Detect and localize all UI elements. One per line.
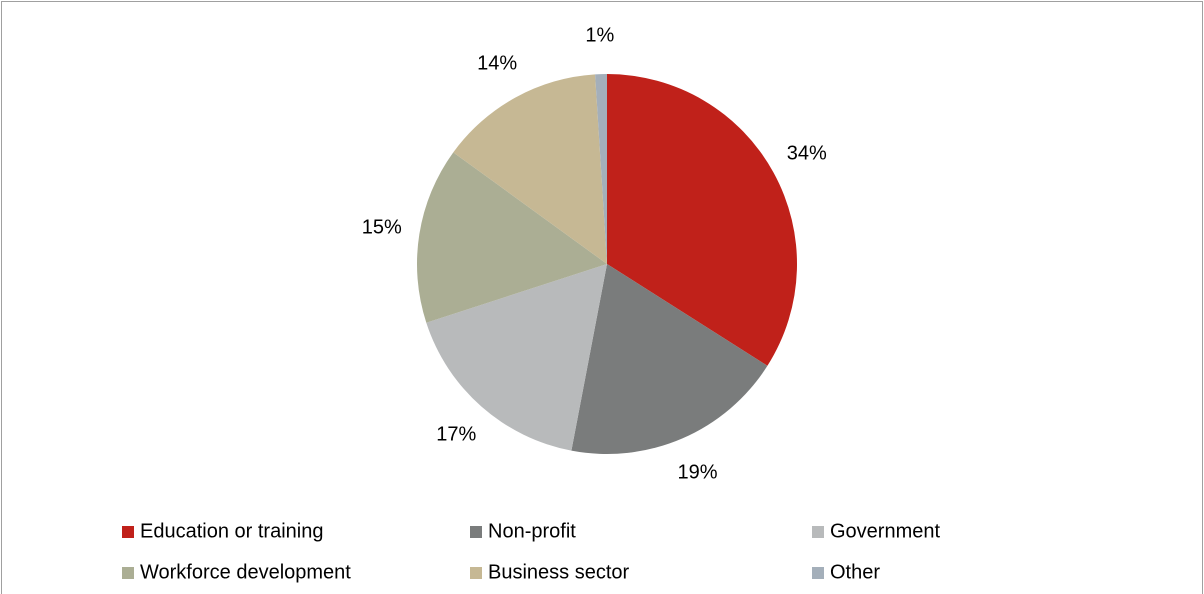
- legend-label: Government: [830, 520, 940, 542]
- data-label: 15%: [362, 217, 402, 239]
- data-label: 19%: [678, 462, 718, 484]
- legend-swatch: [470, 567, 482, 579]
- legend-swatch: [470, 526, 482, 538]
- pie-slice: [607, 74, 797, 366]
- legend-label: Education or training: [140, 520, 323, 542]
- data-label: 34%: [787, 142, 827, 164]
- legend-swatch: [122, 526, 134, 538]
- legend-label: Workforce development: [140, 561, 351, 583]
- pie-slice: [417, 152, 607, 323]
- legend-label: Non-profit: [488, 520, 576, 542]
- pie-slice: [571, 264, 768, 455]
- pie-slice: [426, 264, 607, 451]
- legend-swatch: [812, 526, 824, 538]
- legend-swatch: [812, 567, 824, 579]
- pie-slice: [453, 74, 607, 264]
- legend-label: Business sector: [488, 561, 630, 583]
- pie-slice: [595, 74, 607, 264]
- data-label: 1%: [585, 24, 614, 46]
- data-label: 17%: [436, 423, 476, 445]
- legend-label: Other: [830, 561, 880, 583]
- data-label: 14%: [477, 52, 517, 74]
- legend-swatch: [122, 567, 134, 579]
